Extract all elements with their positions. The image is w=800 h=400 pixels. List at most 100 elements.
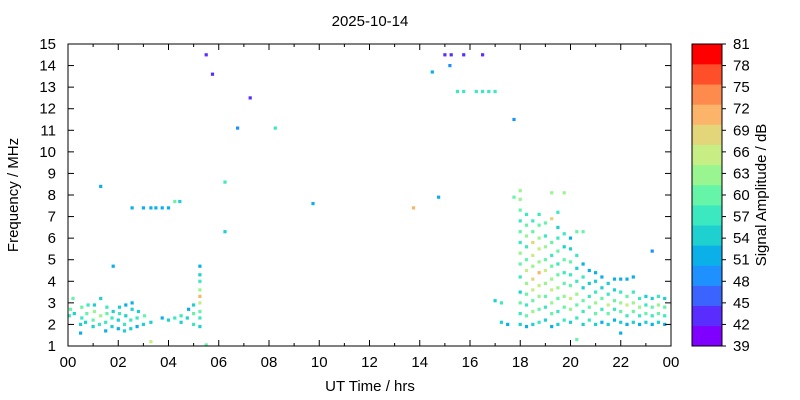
data-point: [550, 277, 554, 281]
data-point: [543, 268, 547, 273]
data-point: [562, 305, 566, 309]
data-point: [248, 96, 252, 100]
data-point: [562, 271, 566, 275]
data-point: [656, 312, 660, 316]
data-point: [562, 294, 566, 298]
data-point: [160, 316, 164, 320]
data-point: [594, 301, 598, 305]
data-point: [79, 331, 83, 335]
data-point: [149, 320, 153, 324]
data-point: [187, 307, 191, 311]
data-point: [650, 322, 654, 326]
data-point: [524, 325, 529, 329]
data-point: [619, 277, 623, 281]
data-point: [531, 277, 535, 281]
data-point: [531, 288, 535, 292]
chart-title: 2025-10-14: [332, 13, 409, 30]
data-point: [606, 292, 610, 296]
data-point: [198, 309, 202, 314]
data-point: [568, 260, 573, 264]
data-point: [160, 206, 164, 210]
data-point: [198, 301, 202, 305]
data-point: [104, 320, 108, 324]
data-point: [606, 281, 610, 285]
data-point: [543, 318, 547, 322]
data-point: [524, 223, 529, 227]
colorbar-tick-label: 51: [733, 252, 750, 269]
data-point: [650, 305, 654, 309]
data-point: [443, 53, 447, 57]
data-point: [650, 249, 654, 253]
data-point: [130, 301, 134, 305]
colorbar-tick-label: 54: [733, 230, 750, 247]
data-point: [122, 329, 127, 333]
colorbar-tick-label: 81: [733, 36, 750, 53]
data-point: [154, 206, 158, 210]
data-point: [650, 296, 654, 301]
data-point: [543, 305, 547, 309]
data-point: [192, 312, 196, 316]
data-point: [631, 301, 635, 305]
data-point: [116, 327, 120, 331]
data-point: [568, 320, 573, 324]
data-point: [581, 322, 585, 326]
y-tick-label: 9: [48, 165, 56, 182]
data-point: [99, 184, 103, 188]
colorbar-band: [692, 205, 722, 226]
data-point: [537, 212, 541, 216]
data-point: [612, 318, 617, 322]
data-point: [129, 327, 133, 331]
data-point: [537, 236, 541, 240]
data-point: [198, 294, 202, 298]
data-point: [568, 273, 573, 277]
data-point: [562, 191, 566, 195]
data-point: [656, 303, 660, 307]
y-tick-label: 5: [48, 252, 56, 269]
data-point: [650, 314, 654, 318]
data-point: [71, 296, 75, 301]
data-point: [606, 303, 610, 307]
data-point: [166, 318, 171, 322]
data-point: [91, 325, 95, 329]
data-point: [518, 197, 522, 201]
data-point: [619, 320, 623, 324]
data-point: [644, 303, 648, 307]
colorbar-label: Signal Amplitude / dB: [753, 124, 770, 267]
data-point: [518, 251, 522, 255]
data-point: [198, 264, 202, 268]
data-point: [575, 292, 579, 296]
data-point: [99, 314, 103, 318]
data-point: [99, 296, 103, 301]
data-point: [524, 258, 529, 262]
y-tick-label: 12: [39, 101, 56, 118]
data-point: [141, 322, 145, 326]
data-point: [594, 279, 598, 283]
data-point: [537, 271, 541, 275]
data-point: [524, 281, 529, 285]
data-point: [587, 305, 591, 309]
colorbar-band: [692, 144, 722, 166]
data-point: [556, 286, 560, 290]
colorbar-frame: [691, 43, 723, 347]
data-point: [562, 232, 566, 236]
data-point: [531, 240, 535, 245]
data-point: [625, 294, 629, 298]
data-point: [518, 262, 522, 266]
data-point: [581, 230, 585, 234]
data-point: [524, 303, 529, 307]
data-point: [198, 288, 202, 292]
data-point: [130, 206, 134, 210]
x-tick-label: 00: [60, 354, 77, 371]
x-tick-label: 04: [160, 354, 177, 371]
data-point: [68, 307, 73, 311]
data-point: [236, 126, 240, 130]
data-point: [110, 325, 114, 329]
data-point: [594, 312, 598, 316]
data-point: [631, 309, 635, 314]
data-point: [130, 307, 134, 311]
data-point: [493, 299, 497, 303]
data-point: [550, 217, 554, 221]
data-point: [173, 316, 177, 320]
data-point: [638, 305, 642, 309]
data-point: [455, 89, 459, 94]
